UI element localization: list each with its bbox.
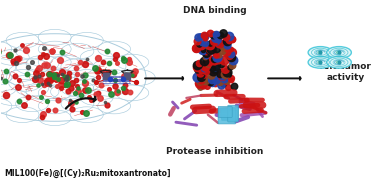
Text: Antitumor
activity: Antitumor activity [319, 62, 371, 82]
FancyBboxPatch shape [228, 108, 239, 121]
Text: Protease inhibition: Protease inhibition [166, 147, 263, 156]
FancyBboxPatch shape [218, 108, 235, 124]
FancyBboxPatch shape [218, 106, 232, 117]
Circle shape [308, 56, 333, 68]
Circle shape [327, 56, 352, 68]
Circle shape [327, 47, 352, 58]
Text: DNA binding: DNA binding [183, 6, 247, 15]
FancyBboxPatch shape [221, 111, 237, 119]
FancyBboxPatch shape [228, 105, 238, 122]
FancyBboxPatch shape [222, 109, 232, 121]
Text: MIL100(Fe)@[(Cy)₂Ru₂mitoxantronato]: MIL100(Fe)@[(Cy)₂Ru₂mitoxantronato] [5, 168, 171, 177]
Circle shape [308, 47, 333, 58]
